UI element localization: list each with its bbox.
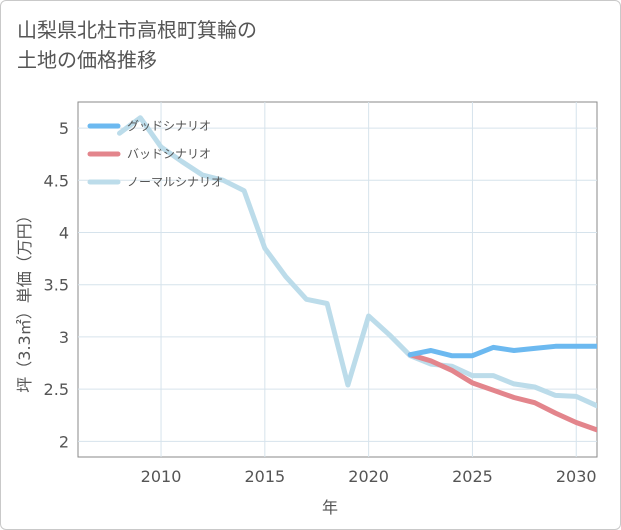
tick-labels: 2010 2015 2020 2025 2030 2 2.5 3 3.5 4 4.5 5 bbox=[44, 119, 597, 486]
x-tick-label: 2025 bbox=[452, 467, 493, 486]
y-tick-label: 2 bbox=[59, 432, 69, 451]
y-tick-label: 4 bbox=[59, 224, 69, 243]
y-tick-label: 3 bbox=[59, 328, 69, 347]
series-lines bbox=[117, 115, 597, 433]
chart-title-line1: 山梨県北杜市高根町箕輪の bbox=[17, 18, 257, 42]
chart-title-line2: 土地の価格推移 bbox=[17, 48, 157, 72]
y-tick-label: 2.5 bbox=[44, 380, 69, 399]
bad-scenario-legend-label: バッドシナリオ bbox=[127, 147, 211, 161]
y-tick-label: 4.5 bbox=[44, 171, 69, 190]
x-tick-label: 2010 bbox=[141, 467, 182, 486]
good-scenario-legend-label: グッドシナリオ bbox=[127, 119, 211, 133]
x-tick-label: 2030 bbox=[556, 467, 597, 486]
x-tick-label: 2020 bbox=[348, 467, 389, 486]
x-axis-title: 年 bbox=[322, 498, 338, 517]
bad-scenario-line bbox=[407, 352, 597, 433]
y-axis-title: 坪（3.3㎡）単価（万円） bbox=[15, 207, 34, 392]
normal-scenario-line bbox=[117, 115, 597, 409]
chart-title: 山梨県北杜市高根町箕輪の 土地の価格推移 bbox=[17, 15, 497, 75]
good-scenario-line bbox=[407, 343, 597, 359]
x-tick-label: 2015 bbox=[244, 467, 285, 486]
y-tick-label: 5 bbox=[59, 119, 69, 138]
normal-scenario-legend-label: ノーマルシナリオ bbox=[127, 175, 223, 189]
plot-area-frame bbox=[77, 101, 598, 458]
y-tick-label: 3.5 bbox=[44, 276, 69, 295]
